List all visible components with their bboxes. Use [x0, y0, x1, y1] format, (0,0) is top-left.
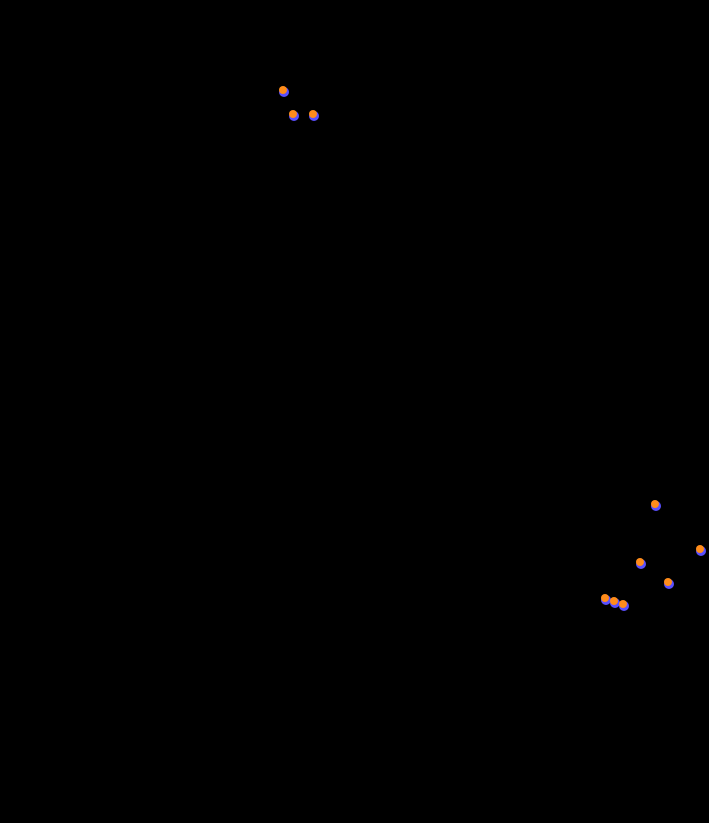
data-point	[279, 86, 287, 94]
data-point	[636, 558, 644, 566]
data-point	[601, 594, 609, 602]
chart-background	[0, 0, 709, 823]
scatter-plot	[0, 0, 709, 823]
data-point	[696, 545, 704, 553]
data-point	[289, 110, 297, 118]
data-point	[610, 597, 618, 605]
data-point	[651, 500, 659, 508]
data-point	[664, 578, 672, 586]
data-point	[619, 600, 627, 608]
data-point	[309, 110, 317, 118]
